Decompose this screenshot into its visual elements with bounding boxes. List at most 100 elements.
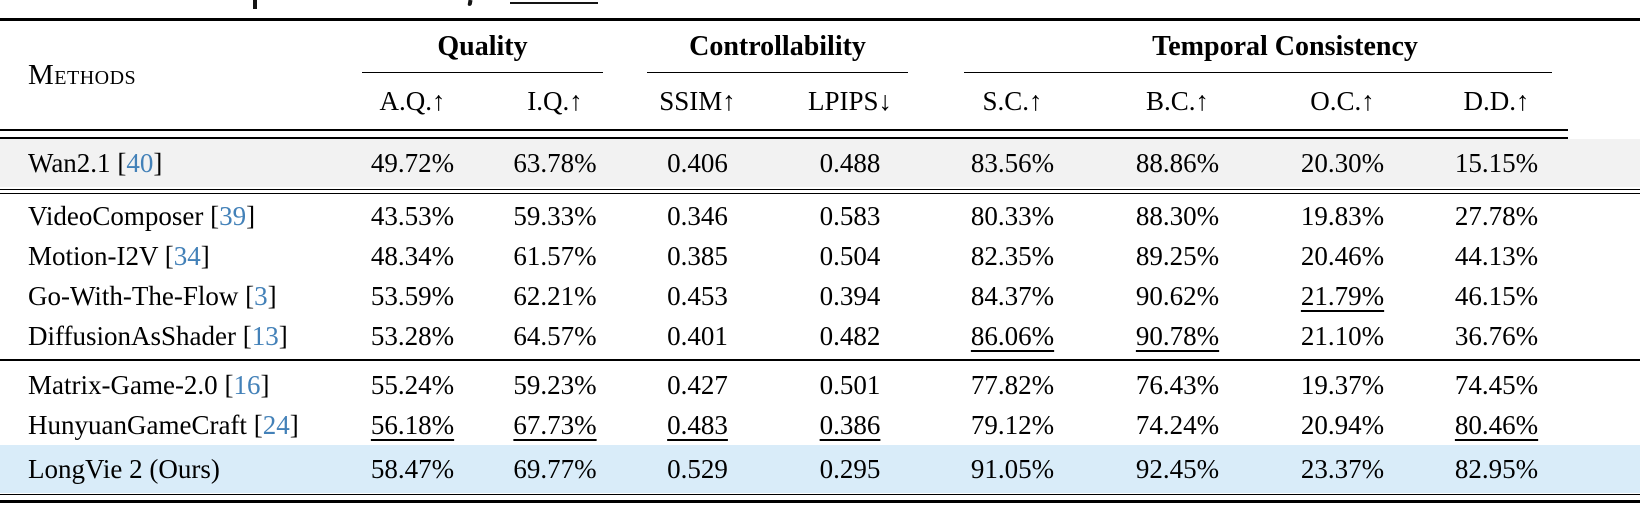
metric-value: 64.57% (513, 320, 597, 351)
citation-number[interactable]: 39 (219, 200, 247, 231)
metric-value: 20.94% (1300, 409, 1385, 440)
column-group-quality: Quality (340, 21, 625, 73)
table-rule-row (0, 187, 1640, 196)
metric-value: 62.21% (513, 280, 597, 311)
metric-value: 92.45% (1135, 453, 1220, 484)
cropped-caption-fragment (467, 0, 473, 7)
method-name: DiffusionAsShader [13] (28, 320, 288, 351)
metric-value: 48.34% (370, 240, 455, 271)
table-header-metric-row: A.Q.↑ I.Q.↑ SSIM↑ LPIPS↓ S.C.↑ B.C.↑ O.C… (0, 73, 1640, 129)
metric-value: 80.46% (1454, 409, 1539, 440)
metric-value: 43.53% (370, 200, 455, 231)
table-rule (0, 359, 1640, 361)
metric-value: 67.73% (513, 409, 597, 440)
citation-ref[interactable]: [39] (210, 200, 256, 231)
metric-value: 84.37% (970, 280, 1055, 311)
table-top-rule (0, 18, 1640, 21)
table-row: LongVie 2 (Ours) 58.47% 69.77% 0.529 0.295 91… (0, 445, 1640, 493)
table-rule-row (0, 356, 1640, 365)
metric-value: 77.82% (970, 369, 1055, 400)
metric-value: 21.79% (1300, 280, 1385, 311)
metric-value: 76.43% (1135, 369, 1220, 400)
citation-ref[interactable]: [40] (117, 147, 163, 178)
metric-value: 0.386 (819, 409, 881, 440)
method-name: LongVie 2 (Ours) (28, 453, 220, 484)
metric-value: 0.453 (667, 280, 728, 311)
table-rule-row (0, 493, 1640, 503)
column-header-lpips: LPIPS↓ (807, 85, 893, 116)
table-rule (0, 494, 1640, 503)
benchmark-table: Methods Quality Controllability Temporal… (0, 21, 1640, 503)
metric-value: 63.78% (513, 147, 597, 178)
table-row: Wan2.1 [40] 49.72% 63.78% 0.406 0.488 83.56% 8… (0, 139, 1640, 187)
method-name: VideoComposer [39] (28, 200, 256, 231)
header-separator-row (0, 129, 1640, 139)
metric-value: 44.13% (1454, 240, 1539, 271)
metric-value: 59.23% (513, 369, 597, 400)
metric-value: 0.295 (819, 453, 881, 484)
metric-value: 15.15% (1454, 147, 1539, 178)
metric-value: 55.24% (370, 369, 455, 400)
cropped-caption-fragment (510, 2, 598, 4)
citation-number[interactable]: 24 (262, 409, 290, 440)
metric-value: 59.33% (513, 200, 597, 231)
metric-value: 61.57% (513, 240, 597, 271)
metric-value: 0.401 (667, 320, 728, 351)
cropped-caption-strip (0, 0, 1640, 18)
metric-value: 49.72% (370, 147, 455, 178)
metric-value: 80.33% (970, 200, 1055, 231)
citation-number[interactable]: 40 (126, 147, 154, 178)
metric-value: 20.46% (1300, 240, 1385, 271)
column-header-oc: O.C.↑ (1310, 85, 1375, 116)
table-row: Go-With-The-Flow [3] 53.59% 62.21% 0.453 0.3… (0, 276, 1640, 316)
group-label: Quality (437, 31, 528, 62)
header-separator-rule (0, 129, 1569, 139)
metric-value: 53.28% (370, 320, 455, 351)
metric-value: 27.78% (1454, 200, 1539, 231)
metric-value: 90.78% (1135, 320, 1220, 351)
cropped-caption-fragment (253, 0, 257, 9)
metric-value: 82.95% (1454, 453, 1539, 484)
citation-ref[interactable]: [13] (242, 320, 288, 351)
citation-ref[interactable]: [3] (245, 280, 277, 311)
metric-value: 53.59% (370, 280, 455, 311)
method-name: Wan2.1 [40] (28, 147, 163, 178)
metric-value: 0.504 (819, 240, 881, 271)
column-header-methods: Methods (28, 58, 137, 91)
citation-number[interactable]: 16 (233, 369, 261, 400)
metric-value: 0.346 (667, 200, 728, 231)
table-header-group-row: Methods Quality Controllability Temporal… (0, 21, 1640, 91)
metric-value: 23.37% (1300, 453, 1385, 484)
metric-value: 0.501 (819, 369, 881, 400)
citation-number[interactable]: 34 (173, 240, 201, 271)
column-header-dd: D.D.↑ (1463, 85, 1530, 116)
metric-value: 19.37% (1300, 369, 1385, 400)
citation-ref[interactable]: [16] (224, 369, 270, 400)
metric-value: 21.10% (1300, 320, 1385, 351)
group-label: Temporal Consistency (1152, 31, 1418, 62)
metric-value: 82.35% (970, 240, 1055, 271)
metric-value: 88.86% (1135, 147, 1220, 178)
metric-value: 0.529 (667, 453, 728, 484)
citation-number[interactable]: 3 (254, 280, 268, 311)
table-rule (0, 189, 1640, 194)
metric-value: 0.394 (819, 280, 881, 311)
metric-value: 19.83% (1300, 200, 1385, 231)
metric-value: 36.76% (1454, 320, 1539, 351)
citation-ref[interactable]: [24] (253, 409, 299, 440)
metric-value: 89.25% (1135, 240, 1220, 271)
metric-value: 69.77% (513, 453, 597, 484)
table-row: VideoComposer [39] 43.53% 59.33% 0.346 0.583… (0, 196, 1640, 236)
column-header-bc: B.C.↑ (1146, 85, 1210, 116)
metric-value: 46.15% (1454, 280, 1539, 311)
metric-value: 74.45% (1454, 369, 1539, 400)
table-row: DiffusionAsShader [13] 53.28% 64.57% 0.401 0… (0, 316, 1640, 356)
citation-ref[interactable]: [34] (164, 240, 210, 271)
citation-number[interactable]: 13 (251, 320, 279, 351)
metric-value: 0.406 (667, 147, 728, 178)
metric-value: 0.482 (819, 320, 881, 351)
column-group-controllability: Controllability (625, 21, 930, 73)
column-header-iq: I.Q.↑ (527, 85, 583, 116)
metric-value: 90.62% (1135, 280, 1220, 311)
